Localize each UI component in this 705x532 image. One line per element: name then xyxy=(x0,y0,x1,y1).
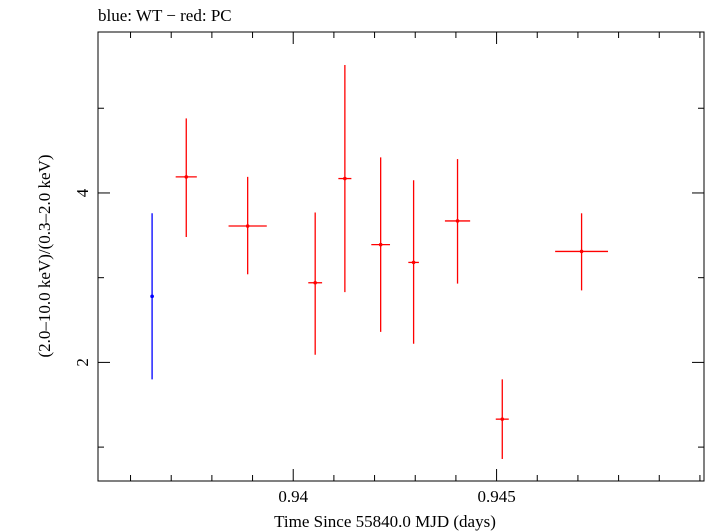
data-point xyxy=(175,118,197,238)
data-point xyxy=(228,176,267,275)
data-marker xyxy=(411,260,416,265)
data-series xyxy=(150,65,609,459)
y-tick-label: 2 xyxy=(73,358,92,367)
data-marker xyxy=(579,249,584,254)
data-marker xyxy=(378,242,383,247)
data-point xyxy=(555,213,609,291)
y-tick-label: 4 xyxy=(73,188,92,197)
data-point xyxy=(338,65,352,293)
y-tick-labels: 24 xyxy=(73,188,92,366)
x-tick-labels: 0.94 0.945 xyxy=(278,487,515,506)
data-point xyxy=(371,157,391,332)
data-point xyxy=(495,379,509,459)
data-marker xyxy=(500,417,505,421)
data-marker xyxy=(343,176,347,181)
data-marker xyxy=(245,224,250,228)
y-axis-label: (2.0–10.0 keV)/(0.3–2.0 keV) xyxy=(35,154,54,357)
chart-title: blue: WT − red: PC xyxy=(98,6,232,25)
plot-frame xyxy=(97,31,705,482)
data-marker xyxy=(455,219,460,223)
data-point xyxy=(150,213,154,380)
data-point xyxy=(308,212,323,355)
x-tick-label: 0.94 xyxy=(278,487,308,506)
data-marker xyxy=(184,175,189,179)
axis-ticks xyxy=(98,32,704,481)
series-pc xyxy=(175,65,609,459)
data-point xyxy=(444,159,471,284)
x-tick-label: 0.945 xyxy=(477,487,515,506)
data-marker xyxy=(150,294,154,299)
series-wt xyxy=(150,213,154,380)
x-axis-label: Time Since 55840.0 MJD (days) xyxy=(274,512,496,531)
data-point xyxy=(408,180,419,344)
data-marker xyxy=(313,280,317,285)
